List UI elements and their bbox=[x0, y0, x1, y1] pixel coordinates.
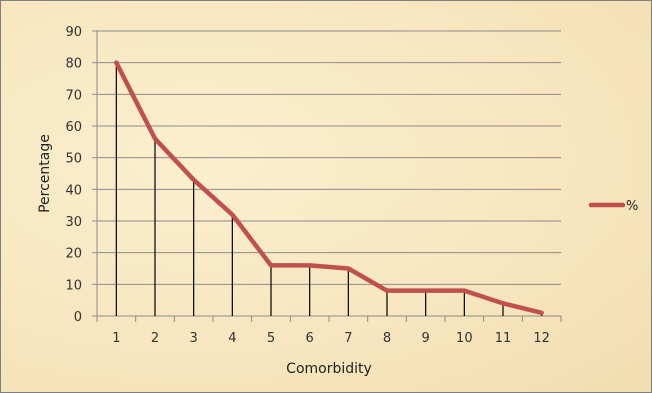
x-tick-label-8: 8 bbox=[383, 331, 391, 346]
drop-lines bbox=[115, 62, 543, 316]
data-point-5 bbox=[269, 263, 273, 267]
y-tick-label-70: 70 bbox=[65, 88, 82, 103]
x-tick-labels: 1 2 3 4 5 6 7 8 9 10 11 12 bbox=[112, 331, 550, 346]
y-tick-labels: 0 10 20 30 40 50 60 70 80 90 bbox=[65, 25, 82, 325]
x-tick-label-12: 12 bbox=[533, 331, 550, 346]
data-point-1 bbox=[114, 61, 118, 65]
data-point-3 bbox=[192, 178, 196, 182]
y-tick-label-80: 80 bbox=[65, 57, 82, 72]
y-tick-label-50: 50 bbox=[65, 152, 82, 167]
y-tick-label-20: 20 bbox=[65, 247, 82, 262]
data-point-9 bbox=[424, 289, 428, 293]
y-tick-label-10: 10 bbox=[65, 278, 82, 293]
y-tick-label-60: 60 bbox=[65, 120, 82, 135]
x-tick-label-7: 7 bbox=[344, 331, 352, 346]
x-axis-title: Comorbidity bbox=[286, 361, 372, 377]
x-tick-label-5: 5 bbox=[267, 331, 275, 346]
data-point-7 bbox=[346, 267, 350, 270]
x-tick-label-11: 11 bbox=[495, 331, 512, 346]
data-point-11 bbox=[501, 301, 505, 305]
gridlines bbox=[92, 30, 561, 317]
data-point-8 bbox=[385, 289, 389, 293]
data-point-10 bbox=[462, 289, 466, 293]
data-point-2 bbox=[153, 137, 157, 141]
axes bbox=[96, 31, 562, 322]
x-tick-label-9: 9 bbox=[422, 331, 430, 346]
legend: % bbox=[588, 199, 638, 214]
legend-label-series: % bbox=[626, 199, 638, 214]
y-axis-title: Percentage bbox=[37, 134, 53, 213]
series-lines bbox=[114, 60, 544, 316]
y-tick-label-40: 40 bbox=[65, 183, 82, 198]
series-line-percent bbox=[114, 60, 544, 316]
x-tick-label-6: 6 bbox=[306, 331, 314, 346]
x-tick-label-2: 2 bbox=[151, 331, 159, 346]
data-point-6 bbox=[308, 263, 312, 267]
y-tick-label-30: 30 bbox=[65, 215, 82, 230]
data-point-12 bbox=[540, 311, 544, 315]
data-point-4 bbox=[230, 213, 234, 217]
x-tick-label-3: 3 bbox=[190, 331, 198, 346]
x-tick-label-1: 1 bbox=[112, 331, 120, 346]
y-tick-label-0: 0 bbox=[74, 310, 82, 325]
y-tick-label-90: 90 bbox=[65, 25, 82, 40]
x-tick-label-10: 10 bbox=[456, 331, 473, 346]
x-tick-label-4: 4 bbox=[228, 331, 236, 346]
